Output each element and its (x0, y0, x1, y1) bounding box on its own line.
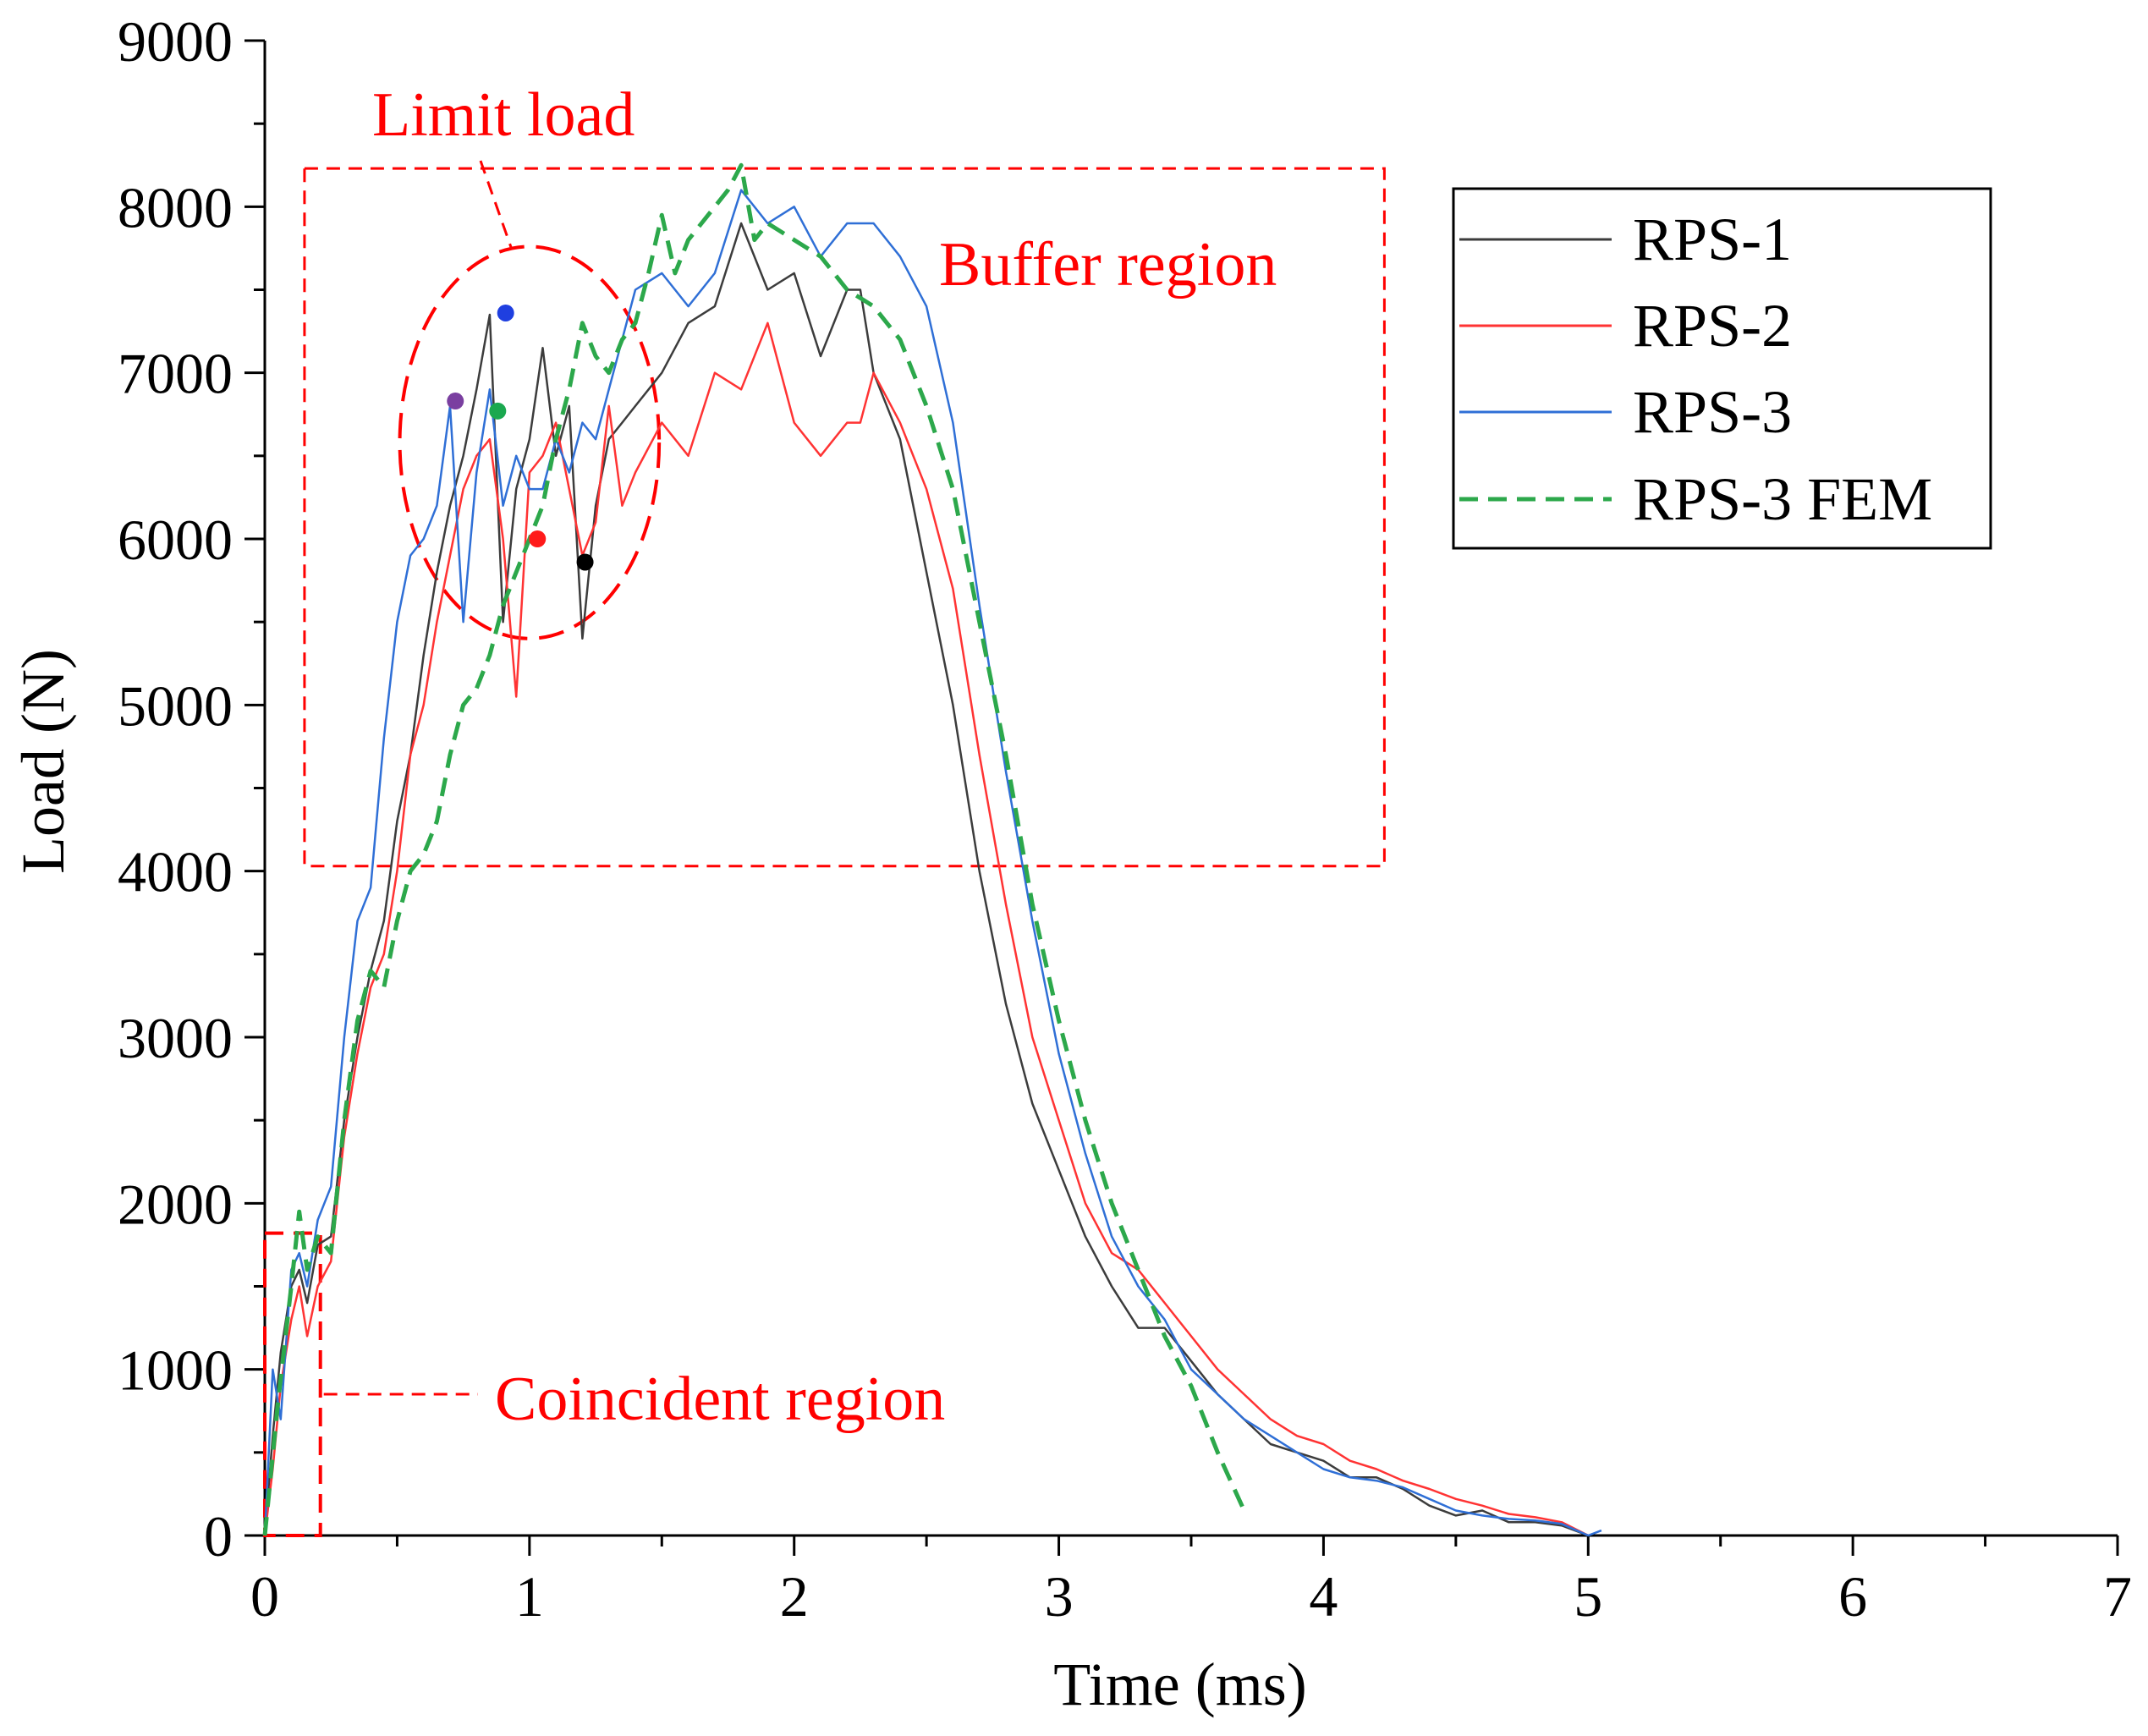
legend-label-rps-2: RPS-2 (1633, 292, 1792, 360)
x-tick-label: 3 (1045, 1564, 1074, 1629)
coincident-region-box (263, 1231, 322, 1537)
x-tick-label: 6 (1838, 1564, 1867, 1629)
x-tick-label: 2 (780, 1564, 809, 1629)
y-tick-label: 0 (204, 1504, 233, 1568)
y-tick-label: 5000 (118, 673, 233, 738)
coincident-region-label: Coincident region (495, 1365, 945, 1434)
series-line-rps-2 (263, 321, 1589, 1537)
limit-load-marker (447, 393, 464, 410)
legend: RPS-1 RPS-2 RPS-3 RPS-3 FEM (1452, 187, 1992, 550)
buffer-region-box (303, 167, 1386, 868)
limit-load-marker (576, 553, 594, 571)
x-tick-label: 7 (2103, 1564, 2132, 1629)
limit-load-marker (497, 304, 514, 321)
limit-load-leader (479, 160, 514, 250)
y-tick-label: 3000 (118, 1006, 233, 1070)
x-tick-label: 4 (1309, 1564, 1338, 1629)
x-axis-title: Time (ms) (1053, 1651, 1306, 1718)
legend-label-rps-3-fem: RPS-3 FEM (1633, 465, 1932, 533)
limit-load-ellipse (398, 244, 662, 640)
series-lines (262, 162, 1602, 1537)
limit-load-label: Limit load (372, 80, 635, 150)
x-tick-label: 1 (515, 1564, 544, 1629)
y-tick-label: 4000 (118, 840, 233, 904)
buffer-region-label: Buffer region (939, 230, 1277, 299)
limit-load-markers (447, 304, 594, 571)
y-tick-label: 8000 (118, 175, 233, 239)
y-axis-title: Load (N) (9, 649, 77, 874)
y-tick-label: 2000 (118, 1172, 233, 1236)
annotation-regions (263, 160, 1386, 1537)
limit-load-marker (529, 530, 547, 547)
y-tick-label: 9000 (118, 9, 233, 74)
series-line-rps-3 (263, 189, 1602, 1537)
series-line-rps-1 (263, 222, 1589, 1537)
ticks: 0 1 2 3 4 5 6 7 0 1000 2000 3000 4000 5000 6000 7000 800… (118, 9, 2132, 1629)
legend-box (1452, 187, 1992, 550)
series-line-rps-3-fem (262, 162, 1246, 1536)
legend-label-rps-3: RPS-3 (1633, 378, 1792, 446)
x-tick-label: 0 (250, 1564, 279, 1629)
y-tick-label: 1000 (118, 1338, 233, 1403)
limit-load-marker (489, 402, 507, 420)
y-tick-label: 6000 (118, 508, 233, 572)
x-tick-label: 5 (1574, 1564, 1602, 1629)
y-tick-label: 7000 (118, 342, 233, 406)
legend-label-rps-1: RPS-1 (1633, 206, 1792, 273)
